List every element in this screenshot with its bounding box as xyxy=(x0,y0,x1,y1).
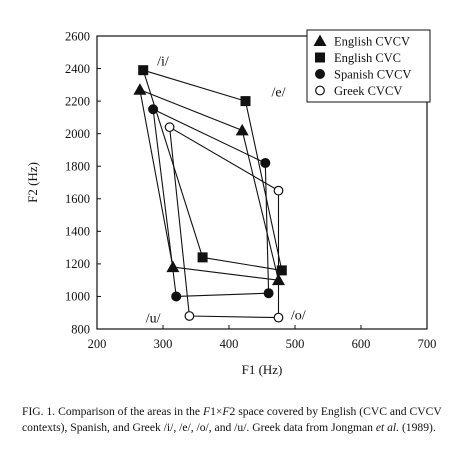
x-tick-label: 500 xyxy=(286,337,305,351)
x-tick-label: 300 xyxy=(154,337,173,351)
series-2-point-3 xyxy=(171,291,182,302)
caption-text-3: (1989). xyxy=(399,420,436,434)
vowel-label: /u/ xyxy=(146,312,161,327)
series-1-point-1 xyxy=(240,96,251,107)
chart-series xyxy=(133,65,287,323)
caption-times: × xyxy=(215,405,223,418)
x-tick-label: 600 xyxy=(352,337,371,351)
y-axis-label: F2 (Hz) xyxy=(25,162,40,203)
series-3-point-0 xyxy=(164,122,175,133)
legend-marker-2 xyxy=(315,69,325,79)
series-1-point-2 xyxy=(276,265,287,276)
legend-label-0: English CVCV xyxy=(334,35,410,49)
series-3-point-3 xyxy=(184,311,195,321)
y-tick-label: 1200 xyxy=(65,257,90,271)
y-tick-label: 800 xyxy=(71,322,90,336)
caption-fig-label: FIG. 1. xyxy=(22,405,56,418)
legend-box xyxy=(306,29,431,103)
series-0-point-0 xyxy=(133,83,147,95)
series-0-point-3 xyxy=(166,260,180,273)
plot-frame xyxy=(96,35,428,330)
series-line-0 xyxy=(139,89,280,281)
caption-term-f1-sub: 1 xyxy=(210,405,216,418)
y-tick-label: 2000 xyxy=(65,127,90,141)
vowel-label: /o/ xyxy=(291,308,306,323)
y-tick-label: 1000 xyxy=(65,290,90,304)
vowel-label: /i/ xyxy=(157,54,169,69)
series-0-point-1 xyxy=(235,123,249,136)
series-2-point-2 xyxy=(263,288,274,299)
caption-term-f2-sub: 2 xyxy=(229,405,236,418)
y-tick-label: 1400 xyxy=(65,225,90,239)
series-2-point-0 xyxy=(148,104,159,115)
legend-marker-1 xyxy=(315,52,325,63)
legend-marker-0 xyxy=(313,34,327,46)
y-tick-label: 2400 xyxy=(65,62,90,76)
y-tick-label: 1800 xyxy=(65,160,90,174)
chart-axes: 200 300 400 500 600 700 800 1000 1200 1400 1600 180… xyxy=(25,29,436,377)
figure-caption: FIG. 1. Comparison of the areas in the F… xyxy=(22,404,450,435)
legend-label-3: Greek CVCV xyxy=(334,84,402,98)
legend-label-1: English CVC xyxy=(334,51,401,65)
x-tick-label: 200 xyxy=(88,337,107,351)
y-tick-label: 1600 xyxy=(65,192,90,206)
series-0-point-2 xyxy=(272,273,285,286)
legend-marker-3 xyxy=(315,85,325,96)
series-1-point-0 xyxy=(138,65,149,76)
y-tick-label: 2200 xyxy=(65,94,90,108)
series-line-3 xyxy=(169,126,280,319)
caption-term-f2: F xyxy=(222,405,230,418)
series-3-point-1 xyxy=(273,185,284,196)
x-axis-label: F1 (Hz) xyxy=(242,362,283,377)
y-tick-label: 2600 xyxy=(65,29,90,43)
chart-legend: English CVCV English CVC Spanish CVCV Greek… xyxy=(306,29,431,103)
series-1-point-3 xyxy=(197,252,208,263)
caption-text-1: Comparison of the areas in the xyxy=(55,405,203,418)
legend-label-2: Spanish CVCV xyxy=(334,68,411,82)
vowel-label: /e/ xyxy=(272,85,286,100)
vowel-labels: /i/ /e/ /u/ /o/ xyxy=(146,54,306,326)
series-3-point-2 xyxy=(273,312,284,323)
caption-term-f1: F xyxy=(202,405,211,418)
series-2-point-1 xyxy=(260,157,271,168)
series-line-1 xyxy=(142,69,283,271)
x-tick-label: 700 xyxy=(418,337,437,351)
caption-text-2: space covered by English (CVC and CVCV c… xyxy=(22,405,442,434)
caption-etal: et al. xyxy=(375,420,400,434)
f1-f2-chart: 200 300 400 500 600 700 800 1000 1200 1400 1600 180… xyxy=(25,29,436,377)
x-tick-label: 400 xyxy=(220,337,239,351)
